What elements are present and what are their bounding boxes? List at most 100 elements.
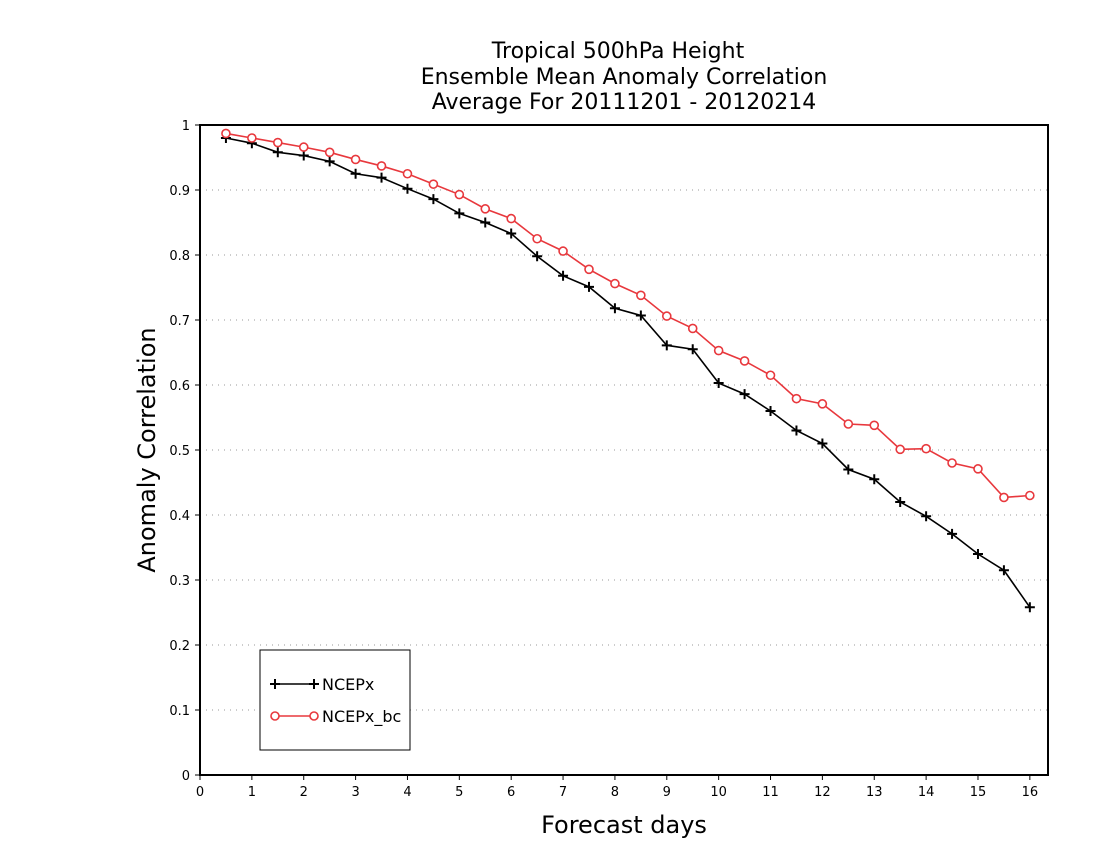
data-point-ncepx-bc xyxy=(921,443,931,454)
data-point-ncepx xyxy=(480,217,491,228)
x-tick-label: 8 xyxy=(611,785,619,800)
y-tick-label: 0.4 xyxy=(169,509,190,524)
legend-label: NCEPx_bc xyxy=(322,707,401,727)
x-axis: 0 1 2 3 4 5 6 7 8 9 10 11 12 13 14 15 16 xyxy=(196,775,1038,800)
data-point-ncepx-bc xyxy=(584,264,594,275)
data-point-ncepx-bc xyxy=(247,133,257,143)
data-point-ncepx xyxy=(583,281,594,292)
data-point-ncepx xyxy=(298,150,309,161)
data-point-ncepx xyxy=(895,497,906,507)
data-point-ncepx xyxy=(272,147,283,158)
data-point-ncepx xyxy=(1024,602,1035,613)
data-point-ncepx xyxy=(817,438,828,449)
x-tick-label: 3 xyxy=(351,785,359,800)
legend-marker xyxy=(309,679,319,689)
data-point-ncepx-bc xyxy=(1025,490,1035,501)
data-point-ncepx-bc xyxy=(687,323,698,334)
series-line-ncepx-bc xyxy=(225,132,1030,499)
x-tick-label: 5 xyxy=(455,785,463,800)
y-tick-label: 0.7 xyxy=(169,314,190,329)
data-point-ncepx xyxy=(869,474,880,485)
series-ncepx xyxy=(220,133,1035,613)
x-tick-label: 10 xyxy=(710,785,727,800)
legend-entries: NCEPx NCEPx_bc xyxy=(270,675,401,727)
data-point-ncepx-bc xyxy=(765,370,776,381)
x-tick-label: 9 xyxy=(663,785,671,800)
chart-title-line-2: Ensemble Mean Anomaly Correlation xyxy=(421,65,828,90)
data-point-ncepx-bc xyxy=(558,246,568,256)
x-tick-label: 4 xyxy=(403,785,411,800)
data-point-ncepx-bc xyxy=(817,399,828,409)
data-point-ncepx xyxy=(532,251,543,262)
data-point-ncepx xyxy=(661,340,672,351)
data-point-ncepx xyxy=(350,168,361,179)
chart-title-line-1: Tropical 500hPa Height xyxy=(491,39,745,64)
y-tick-label: 0.9 xyxy=(169,184,190,199)
y-tick-label: 0.6 xyxy=(169,379,190,394)
data-point-ncepx xyxy=(765,406,776,416)
data-point-ncepx-bc xyxy=(376,161,387,171)
series-ncepx-bc xyxy=(221,128,1035,503)
legend-marker xyxy=(270,679,280,689)
data-point-ncepx-bc xyxy=(895,444,905,455)
x-tick-label: 12 xyxy=(814,785,831,800)
chart-title: Tropical 500hPa Height Ensemble Mean Ano… xyxy=(421,39,828,115)
data-point-ncepx xyxy=(402,183,413,194)
plot-series xyxy=(220,128,1035,613)
data-point-ncepx-bc xyxy=(739,356,750,366)
y-tick-label: 0.2 xyxy=(169,639,190,654)
data-point-ncepx-bc xyxy=(221,128,231,139)
data-point-ncepx-bc xyxy=(610,278,620,289)
series-line-ncepx xyxy=(225,137,1031,608)
data-point-ncepx-bc xyxy=(350,154,361,165)
data-point-ncepx xyxy=(428,194,439,205)
gridlines xyxy=(200,189,1048,711)
data-point-ncepx xyxy=(921,511,932,522)
legend-marker xyxy=(270,711,280,721)
x-tick-label: 0 xyxy=(196,785,204,800)
x-tick-label: 6 xyxy=(507,785,515,800)
y-tick-label: 0.1 xyxy=(169,704,190,719)
data-point-ncepx xyxy=(998,565,1009,576)
data-point-ncepx xyxy=(791,425,802,436)
y-axis-title: Anomaly Correlation xyxy=(133,327,161,572)
data-point-ncepx-bc xyxy=(636,290,646,301)
data-point-ncepx-bc xyxy=(843,419,854,429)
data-point-ncepx xyxy=(687,344,698,355)
legend-item-ncepx: NCEPx xyxy=(270,675,374,694)
legend-box xyxy=(259,649,411,751)
data-point-ncepx-bc xyxy=(947,458,957,468)
y-tick-label: 0.3 xyxy=(169,574,190,589)
y-tick-label: 1 xyxy=(182,119,190,134)
legend-item-ncepx-bc: NCEPx_bc xyxy=(270,707,401,727)
data-point-ncepx xyxy=(609,303,620,314)
x-tick-label: 15 xyxy=(970,785,987,800)
data-point-ncepx xyxy=(506,228,517,239)
y-axis: 0 0.1 0.2 0.3 0.4 0.5 0.6 0.7 0.8 0.9 1 xyxy=(169,119,200,784)
data-point-ncepx-bc xyxy=(532,233,542,244)
data-point-ncepx-bc xyxy=(791,393,802,404)
data-point-ncepx xyxy=(843,464,854,475)
x-tick-label: 1 xyxy=(248,785,256,800)
data-point-ncepx-bc xyxy=(454,189,465,200)
data-point-ncepx-bc xyxy=(869,420,880,431)
x-tick-label: 16 xyxy=(1022,785,1039,800)
x-tick-label: 11 xyxy=(762,785,779,800)
data-point-ncepx-bc xyxy=(506,213,516,224)
y-tick-label: 0.8 xyxy=(169,249,190,264)
data-point-ncepx xyxy=(454,208,465,219)
data-point-ncepx-bc xyxy=(324,147,335,158)
data-point-ncepx-bc xyxy=(402,168,413,179)
data-point-ncepx-bc xyxy=(480,204,491,214)
data-point-ncepx-bc xyxy=(999,492,1009,503)
data-point-ncepx xyxy=(972,549,983,559)
data-point-ncepx-bc xyxy=(298,142,309,152)
x-tick-label: 13 xyxy=(866,785,883,800)
y-tick-label: 0.5 xyxy=(169,444,190,459)
data-point-ncepx xyxy=(324,156,335,167)
x-tick-label: 2 xyxy=(300,785,308,800)
data-point-ncepx-bc xyxy=(272,137,283,148)
data-point-ncepx xyxy=(713,378,724,389)
data-point-ncepx-bc xyxy=(973,464,983,474)
